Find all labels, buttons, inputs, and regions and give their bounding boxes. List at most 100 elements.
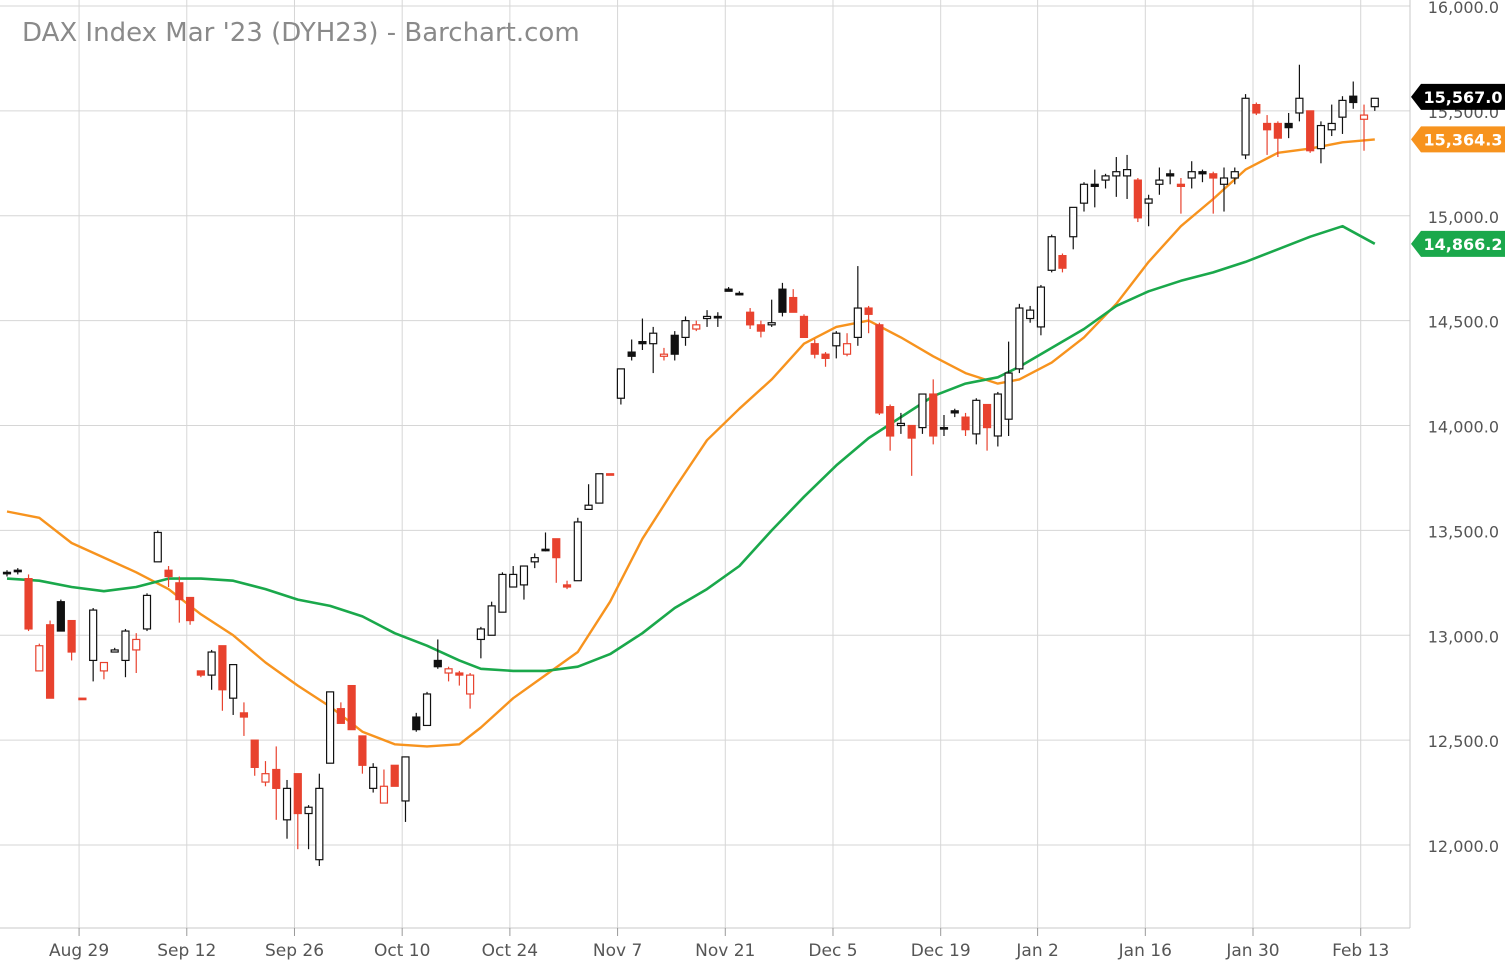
candle-body [121,630,130,662]
candle [929,379,938,445]
candle [196,670,205,678]
candle-body [821,353,830,359]
price-tag-shape [1411,230,1505,257]
x-tick-label: Oct 10 [374,941,430,961]
candle-body [939,426,949,430]
candle-body [961,416,970,431]
candle-body [552,538,561,559]
candle [185,596,195,625]
candle [56,599,65,632]
candle-body [509,573,518,588]
candle-body [1015,307,1024,370]
x-tick-label: Nov 21 [695,941,755,961]
candle-body [272,768,281,789]
candle [649,326,658,374]
candle-body [13,569,22,573]
x-tick-label: Nov 7 [593,941,642,961]
candle-body [379,785,389,804]
y-tick-label: 12,500.0 [1428,732,1499,751]
candle [982,403,992,451]
candle-body [326,691,335,764]
candle [67,619,76,661]
candle [993,391,1002,447]
candle [875,322,884,416]
candle-body [466,674,475,695]
candle-body [35,645,44,672]
grid [0,0,1411,929]
candle-body [239,712,249,718]
candle-body [1155,179,1164,185]
candles [2,64,1379,866]
candle-body [1069,206,1078,238]
candle-body [1284,122,1293,129]
candle [638,318,647,350]
candle [207,649,216,690]
candle-body [1295,97,1304,114]
candle [412,712,421,732]
candle-body [1273,122,1282,139]
candle-body [1101,175,1110,181]
candle [1176,177,1186,214]
candle [832,331,841,359]
candle-body [433,659,442,668]
candle-body [735,292,744,296]
candle-body [369,766,378,789]
candle-body [401,756,410,802]
candle [315,773,324,866]
chart-title: DAX Index Mar '23 (DYH23) - Barchart.com [22,18,580,48]
candle-body [1370,97,1379,108]
candle [1155,167,1164,195]
candle-body [1219,177,1229,185]
candle-body [229,664,238,699]
candle-body [842,343,852,355]
candle-body [347,684,356,731]
candle [121,628,130,678]
candle [379,769,389,804]
candle-body [132,638,141,651]
candle [45,620,55,699]
candle [842,333,852,357]
candle [110,647,119,653]
x-tick-label: Feb 13 [1332,941,1389,961]
moving-average-orange [6,138,1375,748]
candle-body [142,594,152,630]
candle [1295,64,1304,122]
candle [444,666,453,682]
candle [1144,194,1153,227]
candle-body [1047,236,1056,271]
candle-body [1241,97,1250,156]
candle-body [89,609,98,662]
candle-body [487,605,496,636]
candle [552,538,561,583]
candle-body [315,787,324,861]
candle [1198,169,1207,183]
candle [1306,110,1315,153]
candle [573,517,582,582]
candle [358,735,367,774]
candle-body [390,764,399,787]
candle-body [1144,198,1153,204]
candle [1004,341,1013,436]
candle [390,764,399,787]
candle [584,484,593,510]
x-tick-label: Sep 26 [265,941,324,961]
candle [250,739,259,776]
candle-body [1262,122,1272,131]
candle [562,580,572,590]
candle-body [616,368,625,399]
candle [142,593,152,632]
candle [261,761,270,787]
candle [778,282,787,317]
candle [767,299,776,327]
candle-body [562,584,572,588]
x-tick-label: Sep 12 [157,941,216,961]
candle-body [638,341,647,345]
candle [1252,102,1261,116]
candle-body [864,307,873,315]
candle [735,291,744,296]
candle [455,670,464,686]
candle [272,746,281,820]
candle [1209,171,1218,214]
candle-body [875,324,884,414]
candle-body [659,353,669,357]
